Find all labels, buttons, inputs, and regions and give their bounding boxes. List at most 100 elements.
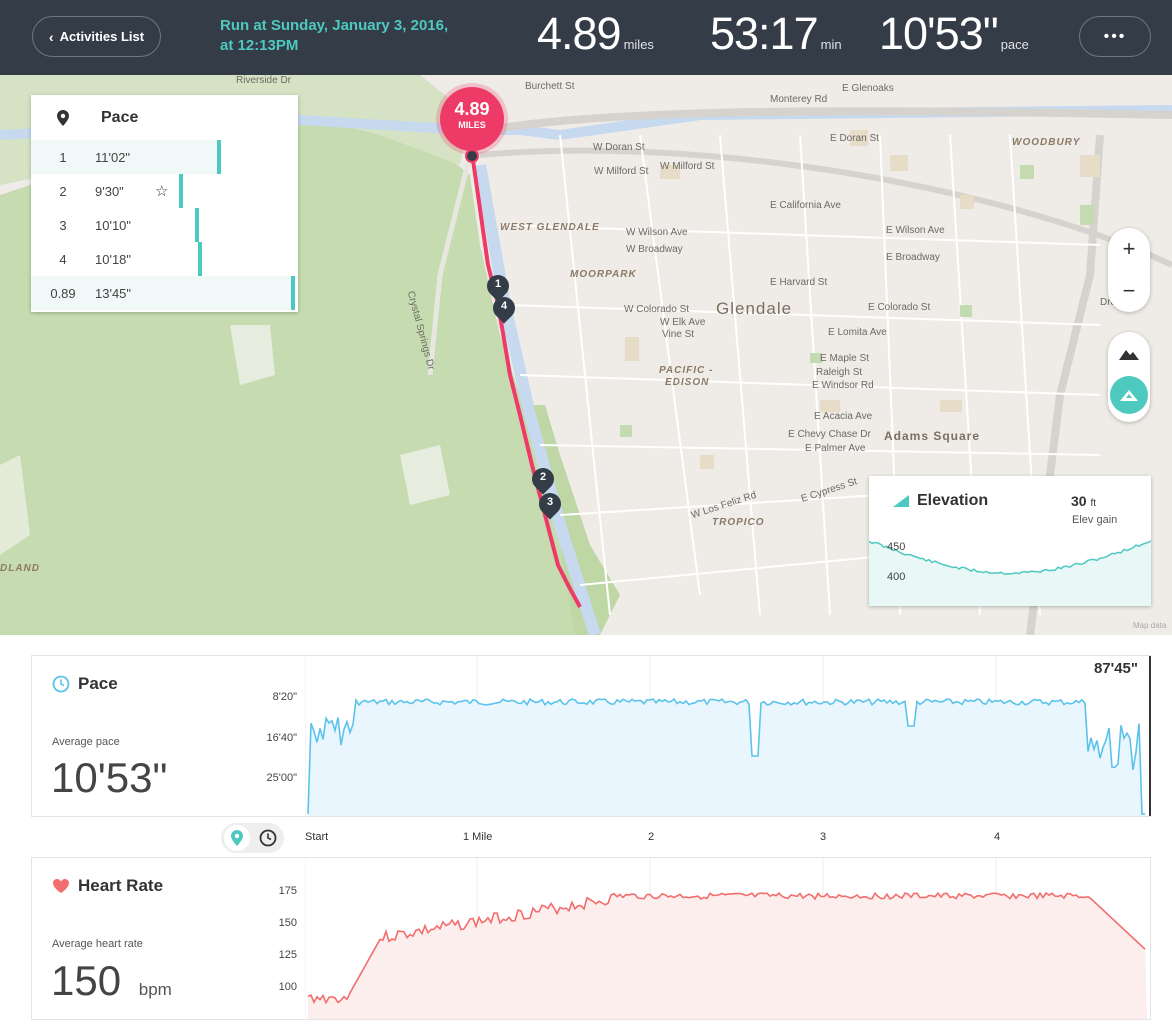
distance-mode-button[interactable]: [223, 825, 250, 851]
street-label: E Windsor Rd: [812, 380, 874, 391]
elevation-chart: [869, 540, 1151, 606]
pace-splits-header: Pace: [31, 95, 298, 140]
pace-chart-card: Pace Average pace 10'53" 8'20" 16'40" 25…: [31, 655, 1151, 817]
heart-rate-chart-card: Heart Rate Average heart rate 150 bpm 17…: [31, 857, 1151, 1020]
run-title-line1: Run at Sunday, January 3, 2016,: [220, 17, 449, 34]
zoom-out-button[interactable]: −: [1122, 278, 1136, 303]
street-label: E Maple St: [820, 353, 869, 364]
zoom-controls: + −: [1108, 228, 1150, 312]
split-pace: 11'02": [95, 149, 131, 165]
pace-split-bar: [31, 174, 184, 208]
pace-stat: 10'53" pace: [879, 8, 1029, 60]
street-label: W Elk Ave: [660, 317, 706, 328]
district-label: WEST GLENDALE: [500, 222, 600, 233]
district-label: WOODBURY: [1012, 137, 1081, 148]
split-pace: 9'30": [95, 183, 124, 199]
elevation-gain: 30 ft: [1071, 493, 1096, 509]
street-label: E Broadway: [886, 252, 940, 263]
x-tick: 2: [648, 831, 655, 843]
hr-y-tick: 175: [278, 885, 297, 897]
split-mile: 0.89: [50, 285, 76, 301]
pace-y-tick: 25'00": [266, 772, 297, 784]
elevation-title: Elevation: [917, 492, 989, 509]
pace-chart[interactable]: [305, 656, 1151, 816]
duration-value: 53:17: [710, 8, 819, 59]
mountain-icon: [1119, 350, 1139, 360]
split-mile: 4: [59, 251, 67, 267]
street-label: W Wilson Ave: [626, 227, 688, 238]
pace-y-tick: 8'20": [272, 691, 297, 703]
activities-list-button[interactable]: ‹ Activities List: [32, 16, 161, 57]
mountain-icon: [1120, 390, 1138, 401]
mile-pin-2-label: 2: [539, 471, 547, 483]
street-label: E Colorado St: [868, 302, 931, 313]
distance-unit: miles: [623, 37, 654, 52]
street-label: E Lomita Ave: [828, 327, 887, 338]
x-tick: 4: [994, 831, 1001, 843]
map-type-controls: [1108, 332, 1150, 422]
street-label: Burchett St: [525, 81, 575, 92]
heart-rate-header: Heart Rate: [52, 876, 163, 896]
clock-icon: [52, 675, 70, 693]
time-mode-button[interactable]: [255, 825, 281, 851]
pace-split-bar: [31, 242, 202, 276]
zoom-in-button[interactable]: +: [1122, 236, 1136, 261]
hr-y-tick: 100: [278, 981, 297, 993]
run-title: Run at Sunday, January 3, 2016, at 12:13…: [220, 16, 480, 56]
street-label: E Chevy Chase Dr: [788, 429, 871, 440]
split-mile: 1: [59, 149, 67, 165]
distance-value: 4.89: [537, 8, 622, 59]
street-label: Vine St: [662, 329, 695, 340]
elevation-gain-value: 30: [1071, 493, 1087, 509]
location-pin-icon: [230, 830, 243, 846]
satellite-button[interactable]: [1110, 376, 1148, 414]
heart-rate-chart[interactable]: [305, 858, 1151, 1019]
pace-value: 10'53": [879, 8, 999, 59]
distance-stat: 4.89 miles: [537, 8, 654, 60]
elevation-gain-unit: ft: [1090, 498, 1097, 509]
location-pin-icon: [31, 109, 95, 126]
more-icon: •••: [1103, 27, 1127, 45]
city-label: Glendale: [716, 299, 793, 318]
marker-unit: MILES: [458, 120, 486, 130]
chevron-left-icon: ‹: [48, 28, 54, 45]
pace-split-row[interactable]: 3 10'10": [31, 208, 298, 242]
route-map[interactable]: 4.89 MILES 1 4 2 3 Glendale WEST GLENDAL…: [0, 75, 1172, 635]
split-pace: 13'45": [95, 285, 132, 301]
average-heart-rate-value: 150: [51, 957, 122, 1004]
pace-split-row[interactable]: 2 9'30" ☆: [31, 174, 298, 208]
average-pace-value: 10'53": [51, 754, 168, 801]
mile-pin-4-label: 4: [500, 300, 508, 312]
average-heart-rate: 150 bpm: [51, 957, 172, 1005]
pace-split-row[interactable]: 4 10'18": [31, 242, 298, 276]
district-label: Adams Square: [884, 429, 981, 443]
pace-splits-title: Pace: [101, 108, 139, 126]
heart-icon: [53, 879, 69, 893]
pace-split-row[interactable]: 0.89 13'45": [31, 276, 298, 310]
street-label: E Doran St: [830, 133, 879, 144]
pace-splits-list: 1 11'02" 2 9'30" ☆ 3 10'10" 4 10'18" 0.89 13'45": [31, 140, 298, 310]
distance-marker[interactable]: 4.89 MILES: [440, 87, 504, 151]
street-label: E Acacia Ave: [814, 411, 873, 422]
street-label: W Doran St: [593, 142, 645, 153]
pace-split-row[interactable]: 1 11'02": [31, 140, 298, 174]
street-label: E Wilson Ave: [886, 225, 945, 236]
activities-list-label: Activities List: [59, 29, 145, 44]
split-pace: 10'18": [95, 251, 132, 267]
heart-rate-title: Heart Rate: [78, 876, 164, 895]
route-end-icon: [465, 149, 479, 163]
street-label: W Broadway: [626, 244, 683, 255]
hr-y-tick: 150: [278, 917, 297, 929]
elevation-gain-label: Elev gain: [1072, 514, 1118, 526]
pace-y-tick: 16'40": [266, 732, 297, 744]
elevation-panel: Elevation 30 ft Elev gain 450 400: [869, 476, 1151, 606]
x-tick: 3: [820, 831, 827, 843]
map-attribution: Map data: [1133, 621, 1167, 630]
more-options-button[interactable]: •••: [1079, 16, 1151, 57]
terrain-button[interactable]: [1119, 332, 1139, 376]
street-label: Raleigh St: [816, 367, 863, 378]
split-pace: 10'10": [95, 217, 132, 233]
route-line: [470, 152, 582, 608]
hr-y-tick: 125: [278, 949, 297, 961]
pace-max-label: 87'45": [1093, 660, 1138, 677]
